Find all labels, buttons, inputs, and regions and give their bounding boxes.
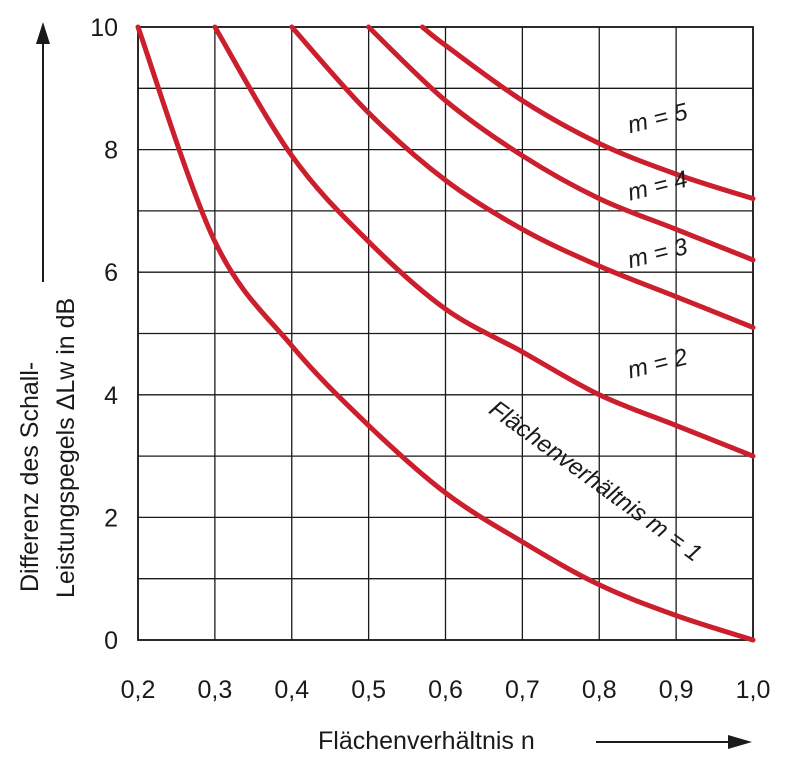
y-axis-title-line1: Differenz des Schall- (16, 362, 44, 592)
x-tick-label: 0,7 (505, 676, 540, 704)
x-tick-label: 0,5 (351, 676, 386, 704)
x-tick-label: 0,2 (121, 676, 156, 704)
y-tick-label: 8 (104, 137, 118, 165)
plot-frame (137, 26, 754, 641)
y-tick-label: 4 (104, 382, 118, 410)
y-axis-title-line2: Leistungspegels ΔLw in dB (52, 298, 80, 598)
y-tick-label: 0 (104, 627, 118, 655)
x-tick-label: 0,4 (274, 676, 309, 704)
series-line-5 (419, 24, 756, 202)
series-line-2 (212, 24, 756, 459)
curve-label-4: m = 4 (625, 166, 690, 207)
curve-label-5: m = 5 (625, 98, 691, 139)
x-tick-label: 1,0 (736, 676, 771, 704)
y-axis-title: Differenz des Schall- Leistungspegels ΔL… (16, 298, 80, 598)
x-tick-label: 0,9 (659, 676, 694, 704)
x-tick-label: 0,6 (428, 676, 463, 704)
y-tick-label: 6 (104, 259, 118, 287)
curve-label-2: m = 2 (625, 343, 690, 384)
series-line-3 (289, 24, 756, 330)
x-tick-label: 0,8 (582, 676, 617, 704)
y-tick-label: 2 (104, 504, 118, 532)
x-axis-title: Flächenverhältnis n (318, 727, 535, 755)
y-tick-label: 10 (90, 14, 118, 42)
grid (137, 26, 754, 641)
curve-labels: Flächenverhältnis m = 1m = 2m = 3m = 4m … (484, 98, 707, 567)
tick-labels: 0,2 0,3 0,4 0,5 0,6 0,7 0,8 0,9 1,0 0 2 4 6 8 10 (90, 14, 770, 704)
curves (135, 24, 756, 643)
series-line-4 (366, 24, 756, 263)
x-tick-label: 0,3 (197, 676, 232, 704)
x-axis-arrow (596, 735, 752, 749)
curve-label-3: m = 3 (625, 233, 691, 274)
y-axis-arrow (36, 22, 50, 282)
series-line-1 (135, 24, 756, 643)
